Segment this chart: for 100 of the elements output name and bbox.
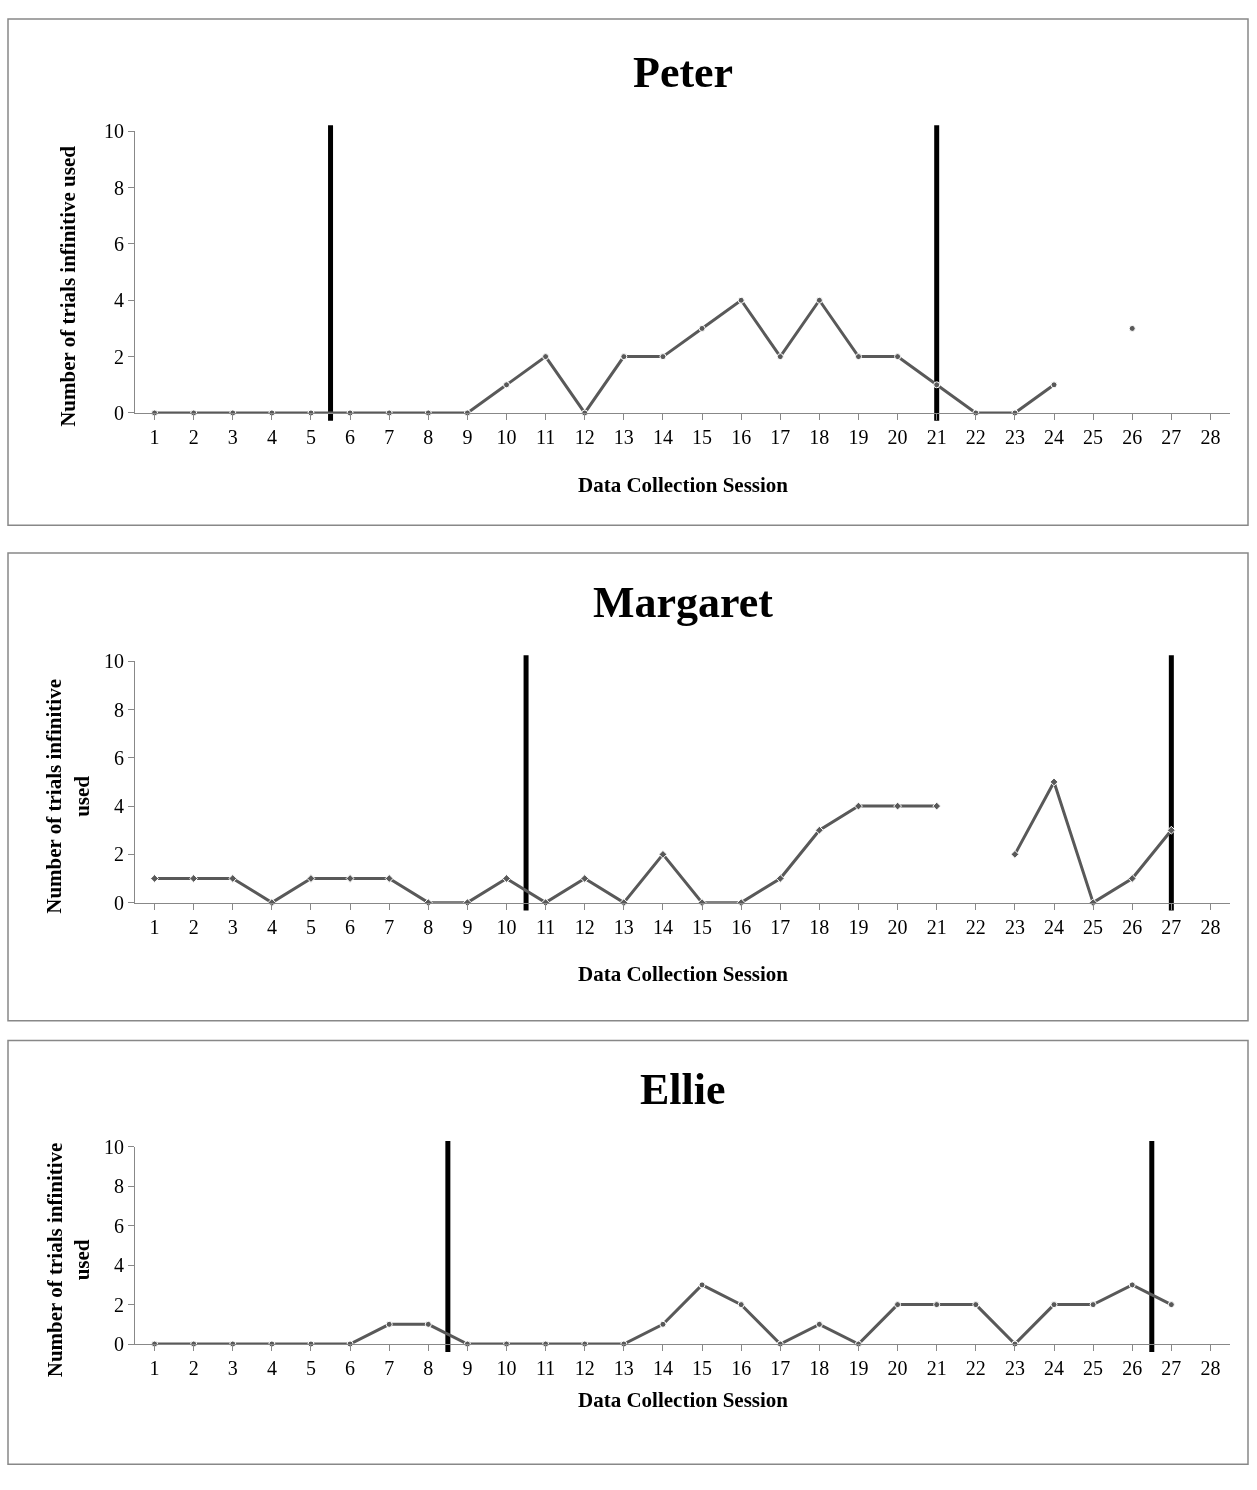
x-tick-label: 9	[462, 425, 473, 448]
x-tick-label: 22	[965, 425, 986, 448]
x-tick-label: 23	[1004, 1357, 1025, 1380]
x-tick-label: 5	[305, 425, 316, 448]
chart-title: Margaret	[593, 578, 774, 627]
y-tick-label: 2	[114, 843, 124, 866]
x-tick-label: 15	[692, 425, 713, 448]
x-tick-label: 25	[1083, 425, 1104, 448]
x-axis-title: Data Collection Session	[578, 1388, 789, 1412]
y-tick-label: 6	[114, 1214, 124, 1237]
y-tick-label: 0	[114, 1333, 124, 1356]
x-tick-label: 1	[149, 425, 160, 448]
x-tick-label: 18	[809, 915, 830, 938]
y-tick-label: 6	[114, 232, 124, 255]
x-tick-label: 23	[1004, 425, 1025, 448]
x-tick-label: 2	[188, 425, 199, 448]
x-tick-label: 28	[1200, 1357, 1221, 1380]
y-tick-label: 8	[114, 698, 124, 721]
x-tick-label: 12	[574, 1357, 595, 1380]
x-tick-label: 19	[848, 915, 869, 938]
x-tick-label: 3	[227, 1357, 238, 1380]
x-tick-label: 9	[462, 1357, 473, 1380]
x-tick-label: 23	[1004, 915, 1025, 938]
x-tick-label: 7	[384, 915, 395, 938]
x-tick-label: 28	[1200, 915, 1221, 938]
y-tick-label: 10	[104, 1135, 124, 1158]
x-tick-label: 18	[809, 1357, 830, 1380]
x-tick-label: 22	[965, 915, 986, 938]
x-tick-label: 28	[1200, 425, 1221, 448]
chart-title: Ellie	[640, 1065, 726, 1114]
x-tick-label: 8	[423, 1357, 434, 1380]
x-tick-label: 19	[848, 1357, 869, 1380]
x-tick-label: 11	[535, 915, 556, 938]
x-tick-label: 13	[613, 425, 634, 448]
x-tick-label: 4	[266, 915, 277, 938]
x-tick-label: 8	[423, 915, 434, 938]
x-tick-label: 21	[926, 1357, 947, 1380]
x-tick-label: 9	[462, 915, 473, 938]
x-tick-label: 17	[770, 1357, 791, 1380]
x-tick-label: 3	[227, 425, 238, 448]
x-tick-label: 26	[1122, 1357, 1143, 1380]
x-tick-label: 24	[1044, 915, 1065, 938]
y-tick-label: 6	[114, 746, 124, 769]
y-tick-label: 0	[114, 401, 124, 424]
x-tick-label: 14	[652, 425, 673, 448]
x-tick-label: 25	[1083, 1357, 1104, 1380]
x-tick-label: 13	[613, 915, 634, 938]
x-tick-label: 24	[1044, 1357, 1065, 1380]
x-tick-label: 24	[1044, 425, 1065, 448]
chart-title: Peter	[633, 48, 734, 97]
x-axis-title: Data Collection Session	[578, 473, 789, 497]
x-tick-label: 16	[731, 1357, 752, 1380]
x-tick-label: 25	[1083, 915, 1104, 938]
x-tick-label: 12	[574, 425, 595, 448]
y-tick-label: 2	[114, 1293, 124, 1316]
x-tick-label: 14	[652, 1357, 673, 1380]
x-tick-label: 7	[384, 425, 395, 448]
x-tick-label: 6	[345, 915, 356, 938]
y-tick-label: 2	[114, 345, 124, 368]
x-tick-label: 12	[574, 915, 595, 938]
x-tick-label: 2	[188, 1357, 199, 1380]
x-axis-title: Data Collection Session	[578, 962, 789, 986]
x-tick-label: 27	[1161, 1357, 1182, 1380]
x-tick-label: 26	[1122, 425, 1143, 448]
x-tick-label: 27	[1161, 915, 1182, 938]
x-tick-label: 17	[770, 915, 791, 938]
x-tick-label: 6	[345, 425, 356, 448]
x-tick-label: 19	[848, 425, 869, 448]
x-tick-label: 4	[266, 1357, 277, 1380]
x-tick-label: 20	[887, 425, 908, 448]
x-tick-label: 17	[770, 425, 791, 448]
x-tick-label: 1	[149, 1357, 160, 1380]
x-tick-label: 7	[384, 1357, 395, 1380]
x-tick-label: 21	[926, 915, 947, 938]
x-tick-label: 20	[887, 915, 908, 938]
y-tick-label: 4	[114, 289, 124, 312]
y-tick-label: 10	[104, 650, 124, 673]
x-tick-label: 14	[652, 915, 673, 938]
x-tick-label: 11	[535, 425, 556, 448]
x-tick-label: 16	[731, 915, 752, 938]
x-tick-label: 15	[692, 915, 713, 938]
y-tick-label: 4	[114, 1254, 124, 1277]
x-tick-label: 5	[305, 1357, 316, 1380]
y-axis-title: Number of trials infinitive used	[42, 1142, 95, 1378]
x-tick-label: 18	[809, 425, 830, 448]
x-tick-label: 13	[613, 1357, 634, 1380]
x-tick-label: 5	[305, 915, 316, 938]
y-tick-label: 10	[104, 120, 124, 143]
x-tick-label: 1	[149, 915, 160, 938]
x-tick-label: 26	[1122, 915, 1143, 938]
x-tick-label: 27	[1161, 425, 1182, 448]
x-tick-label: 20	[887, 1357, 908, 1380]
x-tick-label: 10	[496, 425, 517, 448]
x-tick-label: 8	[423, 425, 434, 448]
x-tick-label: 21	[926, 425, 947, 448]
x-tick-label: 2	[188, 915, 199, 938]
x-tick-label: 22	[965, 1357, 986, 1380]
x-tick-label: 3	[227, 915, 238, 938]
x-tick-label: 4	[266, 425, 277, 448]
y-tick-label: 8	[114, 176, 124, 199]
